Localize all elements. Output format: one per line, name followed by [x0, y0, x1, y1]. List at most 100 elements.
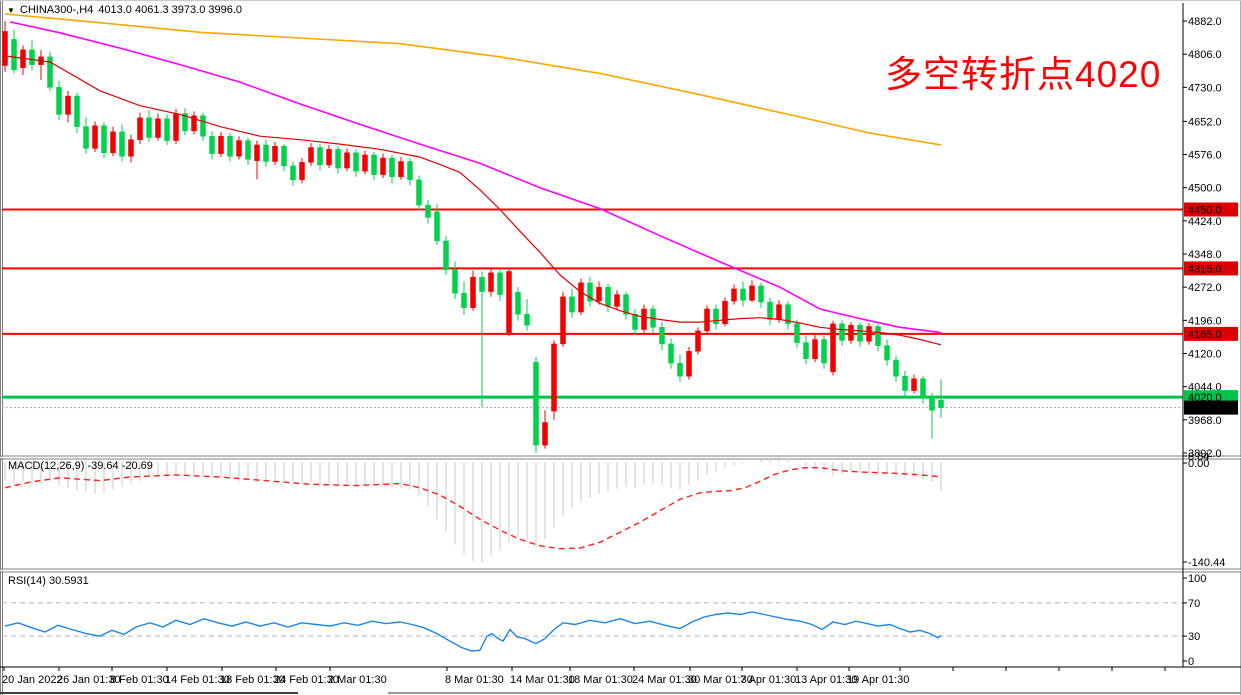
candle-body — [362, 154, 368, 172]
candle-body — [29, 49, 35, 65]
candle-body — [380, 157, 386, 175]
candle-body — [146, 117, 152, 138]
candle-body — [191, 115, 197, 132]
candle-body — [236, 140, 242, 157]
rsi-axis-label: 30 — [1188, 631, 1200, 643]
candle-body — [695, 330, 701, 352]
time-axis-label: 2 Mar 01:30 — [328, 674, 387, 686]
candle-body — [488, 272, 494, 292]
candle-body — [659, 327, 665, 345]
candle-body — [542, 422, 548, 446]
candle-body — [263, 144, 269, 162]
candle-body — [443, 240, 449, 270]
price-axis-label: 4730.0 — [1188, 82, 1222, 94]
time-axis-label: 14 Mar 01:30 — [510, 674, 575, 686]
candle-body — [614, 294, 620, 307]
time-axis-label: 14 Feb 01:30 — [165, 674, 230, 686]
candle-body — [722, 300, 728, 325]
rsi-axis-label: 70 — [1188, 598, 1200, 610]
candle-body — [128, 139, 134, 157]
candle-body — [839, 323, 845, 341]
candle-body — [308, 147, 314, 163]
candle-body — [578, 282, 584, 313]
current-price-badge — [1184, 400, 1238, 415]
time-axis-label: 19 Apr 01:30 — [847, 674, 909, 686]
candle-body — [416, 179, 422, 206]
candle-body — [317, 147, 323, 166]
candle-body — [56, 87, 62, 115]
hline-price-badge-text: 4165.0 — [1188, 329, 1222, 341]
candle-body — [434, 211, 440, 242]
candle-body — [875, 326, 881, 346]
candle-body — [299, 162, 305, 181]
macd-axis-label: 0.00 — [1188, 458, 1209, 470]
time-axis-label: 8 Feb 01:30 — [110, 674, 169, 686]
price-axis-label: 4120.0 — [1188, 349, 1222, 361]
candle-body — [2, 31, 8, 66]
candle-body — [209, 135, 215, 154]
candle-body — [641, 308, 647, 330]
ma-slow-line — [4, 13, 942, 146]
candle-body — [803, 342, 809, 359]
rsi-indicator-label: RSI(14) 30.5931 — [8, 575, 89, 587]
time-axis-label: 7 Apr 01:30 — [740, 674, 796, 686]
candle-body — [272, 145, 278, 162]
candle-body — [452, 269, 458, 294]
candle-body — [668, 343, 674, 364]
price-axis-label: 4806.0 — [1188, 49, 1222, 61]
candle-body — [560, 296, 566, 345]
candle-body — [533, 361, 539, 446]
candle-body — [290, 165, 296, 181]
candle-body — [686, 351, 692, 377]
candle-body — [632, 313, 638, 330]
candle-body — [137, 117, 143, 140]
rsi-axis-label: 100 — [1188, 573, 1206, 585]
candle-body — [605, 286, 611, 307]
candle-body — [461, 293, 467, 308]
candle-body — [110, 131, 116, 154]
candle-body — [749, 285, 755, 301]
candle-body — [497, 272, 503, 295]
rsi-line — [4, 611, 942, 652]
time-axis-label: 30 Mar 01:30 — [688, 674, 753, 686]
price-axis-label: 4424.0 — [1188, 216, 1222, 228]
candle-body — [677, 362, 683, 377]
candle-body — [200, 115, 206, 137]
candle-body — [74, 95, 80, 127]
price-axis-label: 4348.0 — [1188, 249, 1222, 261]
candle-body — [866, 326, 872, 342]
price-axis-label: 3968.0 — [1188, 415, 1222, 427]
candle-body — [92, 125, 98, 149]
time-axis-label: 26 Jan 01:30 — [57, 674, 121, 686]
candle-body — [515, 292, 521, 315]
ohlc-readout: 4013.0 4061.3 3973.0 3996.0 — [98, 4, 243, 16]
candle-body — [227, 135, 233, 157]
hlines-layer — [2, 208, 1183, 409]
candle-body — [353, 152, 359, 172]
candle-body — [65, 95, 71, 115]
candle-body — [371, 154, 377, 175]
macd-axis-label: 8.84 — [1188, 451, 1209, 463]
candle-body — [812, 339, 818, 359]
candle-body — [245, 140, 251, 160]
candle-body — [398, 161, 404, 178]
candle-body — [794, 323, 800, 343]
candle-body — [596, 286, 602, 302]
time-axis-label: 13 Apr 01:30 — [795, 674, 857, 686]
candle-body — [830, 323, 836, 373]
price-axis-label: 4272.0 — [1188, 282, 1222, 294]
candle-body — [335, 149, 341, 169]
time-axis-label: 18 Mar 01:30 — [568, 674, 633, 686]
chart-title-bar: ▼ CHINA300-,H4 4013.0 4061.3 3973.0 3996… — [7, 4, 242, 16]
candle-body — [731, 288, 737, 302]
candle-body — [173, 113, 179, 141]
price-axis-label: 3892.0 — [1188, 448, 1222, 460]
price-axis-label: 4652.0 — [1188, 116, 1222, 128]
candle-body — [218, 135, 224, 154]
candle-body — [182, 113, 188, 132]
candle-body — [821, 339, 827, 364]
symbol-dropdown-icon[interactable]: ▼ — [7, 5, 15, 15]
candle-body — [524, 313, 530, 326]
